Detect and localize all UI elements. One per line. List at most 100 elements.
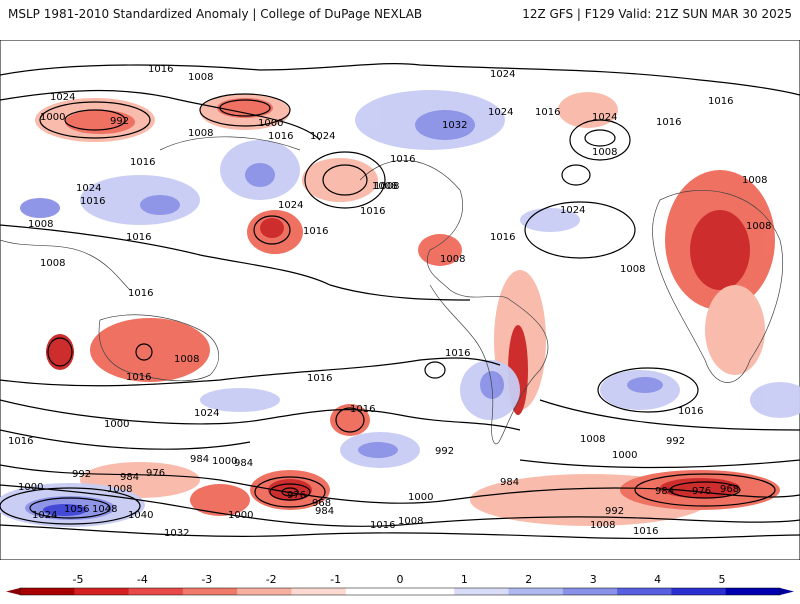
- anomaly-area: [558, 92, 618, 128]
- anomaly-area: [415, 110, 475, 140]
- isobar-label: 1016: [350, 404, 375, 415]
- isobar-line: [0, 524, 800, 540]
- isobar-label: 1008: [107, 484, 132, 495]
- isobar-label: 1000: [18, 482, 43, 493]
- isobar-label: 1008: [440, 254, 465, 265]
- isobar-line: [519, 459, 800, 469]
- isobar-line: [269, 483, 311, 501]
- isobar-line: [584, 129, 616, 147]
- isobar-line: [424, 361, 446, 379]
- anomaly-area: [750, 382, 800, 418]
- coastline-australia: [98, 314, 219, 382]
- colorbar-tick-label: 0: [397, 573, 404, 586]
- isobar-label: 1024: [194, 408, 219, 419]
- coastlines: [0, 136, 783, 445]
- isobar-line: [0, 487, 141, 525]
- isobar-line: [47, 337, 73, 367]
- isobar-line: [0, 484, 800, 527]
- header-bar: MSLP 1981-2010 Standardized Anomaly | Co…: [0, 0, 800, 30]
- anomaly-area: [65, 110, 135, 134]
- isobar-label: 968: [312, 498, 331, 509]
- isobars: [0, 63, 800, 540]
- isobar-label: 1048: [92, 504, 117, 515]
- isobar-label: 1016: [307, 373, 332, 384]
- anomaly-area: [260, 218, 284, 238]
- isobar-line: [539, 399, 800, 431]
- isobar-label: 1008: [188, 72, 213, 83]
- isobar-line: [634, 473, 776, 507]
- isobar-line: [29, 497, 111, 519]
- isobar-label: 984: [190, 454, 209, 465]
- isobar-line: [335, 407, 365, 433]
- isobar-line: [561, 164, 591, 186]
- isobar-label: 1024: [310, 131, 335, 142]
- colorbar-swatch: [345, 588, 401, 595]
- colorbar-swatch: [617, 588, 672, 595]
- anomaly-area: [627, 377, 663, 393]
- positive-anomaly-shading: [0, 90, 800, 527]
- map-title: MSLP 1981-2010 Standardized Anomaly | Co…: [8, 7, 423, 21]
- anomaly-area: [268, 479, 312, 501]
- colorbar-swatch: [128, 588, 184, 595]
- colorbar-tick-label: 3: [590, 573, 597, 586]
- isobar-label: 1000: [104, 419, 129, 430]
- colorbar-swatch: [182, 588, 238, 595]
- anomaly-area: [190, 484, 250, 516]
- colorbar-swatch: [508, 588, 564, 595]
- isobar-line: [0, 464, 800, 504]
- isobar-label: 1008: [580, 434, 605, 445]
- isobar-label: 1016: [128, 288, 153, 299]
- isobar-label: 1008: [746, 221, 771, 232]
- colorbar-swatch: [291, 588, 347, 595]
- coastline-americas: [359, 160, 549, 445]
- colorbar-tick-label: -2: [266, 573, 277, 586]
- isobar-label: 1016: [708, 96, 733, 107]
- colorbar-svg: -5 -4 -3 -2 -1 0 1 2 3 4 5: [6, 573, 794, 596]
- isobar-label: 1016: [656, 117, 681, 128]
- isobar-line: [39, 101, 151, 139]
- isobar-label: 1016: [126, 372, 151, 383]
- coastline-asia-north: [159, 136, 301, 151]
- isobar-label: 1016: [445, 348, 470, 359]
- colorbar-tick-label: -4: [137, 573, 148, 586]
- isobar-label: 992: [605, 506, 624, 517]
- isobar-label: 1000: [408, 492, 433, 503]
- isobar-line: [135, 343, 153, 361]
- world-map-panel[interactable]: 1016 1008 1024 1000 992 1008 1000 1016 1…: [0, 40, 800, 560]
- anomaly-map: 1016 1008 1024 1000 992 1008 1000 1016 1…: [0, 40, 800, 560]
- isobar-label: 1008: [28, 219, 53, 230]
- isobar-label: 1000: [212, 456, 237, 467]
- isobar-label: 1016: [490, 232, 515, 243]
- colorbar-swatch: [562, 588, 618, 595]
- isobar-label: 1024: [560, 205, 585, 216]
- anomaly-area: [690, 210, 750, 290]
- isobar-line: [281, 487, 299, 497]
- anomaly-area: [217, 98, 273, 118]
- colorbar-swatch: [725, 588, 781, 595]
- isobar-line: [199, 93, 291, 127]
- isobar-label: 1016: [148, 64, 173, 75]
- isobar-label: 1016: [633, 526, 658, 537]
- isobar-label: 1024: [32, 510, 57, 521]
- isobar-label: 1024: [490, 69, 515, 80]
- isobar-label: 1008: [374, 181, 399, 192]
- colorbar-tick-label: 2: [525, 573, 532, 586]
- isobar-label: 1008: [372, 181, 397, 192]
- isobar-label: 1016: [678, 406, 703, 417]
- isobar-label: 1016: [130, 157, 155, 168]
- isobar-line: [322, 164, 368, 196]
- isobar-label: 968: [720, 484, 739, 495]
- isobar-label: 1016: [390, 154, 415, 165]
- colorbar-tick-label: -1: [330, 573, 341, 586]
- isobar-label: 1024: [50, 92, 75, 103]
- isobar-label: 1024: [488, 107, 513, 118]
- isobar-label: 1056: [64, 504, 89, 515]
- isobar-line: [0, 429, 251, 450]
- isobar-label: 984: [500, 477, 519, 488]
- isobar-label: 1016: [8, 436, 33, 447]
- anomaly-area: [43, 504, 87, 516]
- isobar-line: [0, 89, 321, 141]
- isobar-label: 984: [120, 472, 139, 483]
- isobar-label: 992: [666, 436, 685, 447]
- colorbar-right-arrow: [780, 588, 794, 595]
